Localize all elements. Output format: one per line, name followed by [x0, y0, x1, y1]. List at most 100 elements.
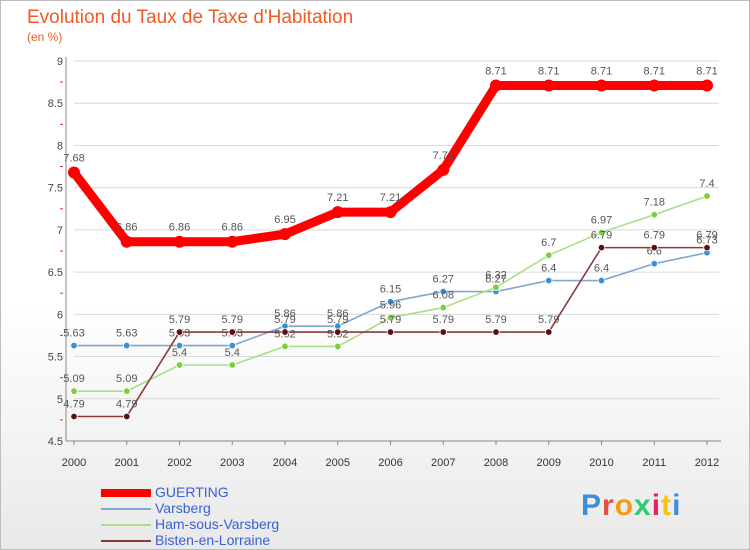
x-tick-label: 2005	[326, 457, 350, 469]
data-label: 8.71	[538, 65, 559, 77]
proxiti-logo: Proxiti	[581, 489, 681, 523]
data-label: 5.63	[63, 328, 84, 340]
data-point	[120, 235, 133, 248]
data-label: 5.79	[433, 314, 454, 326]
data-label: 6.27	[433, 274, 454, 286]
data-label: 5.96	[380, 300, 401, 312]
data-label: 5.63	[116, 328, 137, 340]
data-point	[542, 79, 555, 92]
chart-title: Evolution du Taux de Taxe d'Habitation	[27, 7, 354, 28]
data-label: 7.4	[699, 178, 714, 190]
data-point	[439, 303, 447, 312]
data-point	[331, 206, 344, 219]
logo-letter: x	[634, 489, 652, 522]
data-point	[123, 341, 131, 350]
legend-label: GUERTING	[155, 484, 229, 500]
legend-swatch	[101, 524, 151, 526]
data-label: 5.86	[327, 308, 348, 320]
x-tick-label: 2004	[273, 457, 297, 469]
y-tick-label: 5	[57, 394, 63, 406]
data-label: 5.79	[327, 314, 348, 326]
data-point	[437, 163, 450, 176]
data-point	[648, 79, 661, 92]
data-label: 4.79	[116, 399, 137, 411]
data-label: 5.79	[169, 314, 190, 326]
logo-letter: o	[614, 489, 635, 522]
data-label: 8.71	[485, 65, 506, 77]
logo-letter: t	[661, 489, 673, 522]
data-point	[334, 328, 342, 336]
data-point	[545, 276, 553, 285]
data-label: 6.15	[380, 284, 401, 296]
x-tick-label: 2007	[431, 457, 455, 469]
data-point	[595, 79, 608, 92]
chart-unit-label: (en %)	[27, 30, 63, 44]
data-point	[439, 328, 447, 336]
data-point	[123, 412, 131, 421]
data-label: 8.71	[591, 65, 612, 77]
x-tick-label: 2009	[537, 457, 561, 469]
data-point	[597, 228, 606, 237]
data-label: 6.73	[696, 235, 717, 247]
y-tick-label: 5.5	[48, 352, 63, 364]
data-point	[492, 283, 500, 292]
data-label: 6.27	[485, 274, 506, 286]
data-label: 5.86	[274, 308, 295, 320]
logo-letter: P	[581, 489, 603, 522]
legend-label: Bisten-en-Lorraine	[155, 532, 271, 548]
data-label: 6.7	[541, 237, 556, 249]
x-tick-label: 2002	[167, 457, 191, 469]
data-label: 6.08	[433, 290, 454, 302]
data-point	[175, 341, 184, 350]
data-point	[384, 206, 397, 219]
data-point	[281, 342, 289, 351]
data-point	[70, 341, 78, 350]
x-tick-label: 2011	[642, 457, 666, 469]
data-point	[650, 259, 658, 268]
data-point	[386, 314, 395, 322]
data-label: 7.18	[644, 197, 665, 209]
data-label: 5.79	[274, 314, 295, 326]
legend-label: Varsberg	[155, 500, 211, 516]
data-point	[123, 387, 131, 395]
legend-swatch	[101, 508, 151, 510]
logo-letter: r	[602, 489, 615, 522]
x-tick-label: 2008	[484, 457, 508, 469]
x-tick-label: 2010	[589, 457, 613, 469]
y-tick-label: 7.5	[48, 183, 63, 195]
x-tick-label: 2006	[378, 457, 402, 469]
data-label: 5.79	[222, 314, 243, 326]
data-point	[334, 342, 342, 351]
legend-swatch	[101, 540, 151, 542]
data-label: 5.4	[225, 347, 240, 359]
data-point	[175, 328, 184, 336]
legend-swatch	[101, 489, 151, 497]
data-point	[650, 243, 658, 252]
data-label: 5.4	[172, 347, 187, 359]
y-tick-label: 8	[57, 140, 63, 152]
y-tick-label: 4.5	[48, 436, 63, 448]
data-point	[701, 79, 713, 92]
data-label: 5.79	[485, 314, 506, 326]
data-point	[490, 79, 502, 92]
y-tick-label: 6	[57, 309, 63, 321]
logo-letter: i	[651, 489, 662, 522]
legend-label: Ham-sous-Varsberg	[155, 516, 280, 532]
data-label: 7.68	[63, 152, 84, 164]
data-point	[228, 328, 236, 336]
y-tick-label: 7	[57, 225, 63, 237]
data-label: 8.71	[696, 65, 717, 77]
data-point	[545, 251, 553, 259]
data-point	[597, 276, 606, 285]
data-point	[228, 341, 236, 350]
data-point	[439, 287, 447, 296]
data-point	[650, 210, 658, 219]
y-tick-label: 6.5	[48, 267, 63, 279]
logo-letter: i	[672, 489, 682, 522]
data-label: 6.32	[485, 269, 506, 281]
data-label: 5.09	[63, 373, 84, 385]
data-label: 6.86	[222, 222, 243, 234]
data-point	[70, 412, 78, 421]
data-label: 7.21	[327, 192, 348, 204]
